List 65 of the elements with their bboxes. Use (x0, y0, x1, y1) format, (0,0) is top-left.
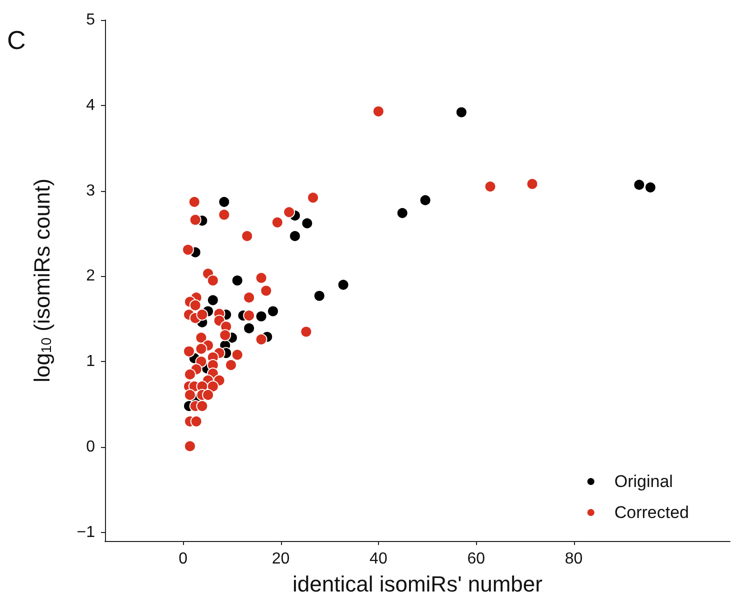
point (206, 380, 219, 392)
point (195, 342, 208, 355)
point (218, 208, 230, 221)
legend-label: Corrected (614, 503, 689, 522)
point (188, 196, 200, 208)
legend-label: Original (614, 472, 673, 491)
point (243, 292, 256, 304)
point (219, 329, 232, 342)
x-tick-label: 80 (564, 550, 583, 568)
y-tick-label: 2 (86, 268, 96, 285)
point (266, 305, 279, 318)
point (196, 400, 208, 412)
point (633, 178, 646, 191)
point (202, 388, 214, 401)
point (184, 440, 196, 452)
point (195, 332, 208, 344)
point (307, 192, 320, 204)
y-tick-label: 3 (86, 182, 96, 200)
point (313, 290, 326, 302)
y-tick-label: 5 (86, 12, 96, 28)
point (189, 214, 202, 226)
point (337, 278, 350, 291)
point (301, 217, 314, 230)
point (243, 310, 256, 322)
x-tick-label: 40 (370, 550, 388, 568)
point (189, 299, 202, 312)
point (224, 359, 237, 372)
point (255, 310, 268, 322)
point (255, 333, 268, 346)
point (241, 230, 254, 242)
y-tick-label: 4 (86, 96, 96, 114)
y-axis-title: log10 (isomiRs count) (30, 178, 54, 382)
x-tick-label: 20 (272, 550, 290, 568)
point (206, 274, 219, 286)
point (182, 244, 194, 256)
y-tick-label: −1 (76, 524, 96, 541)
point (206, 294, 219, 306)
x-axis-title: identical isomiRs' number (292, 572, 542, 596)
point (196, 308, 208, 321)
point (644, 181, 656, 194)
point (231, 348, 244, 361)
point (300, 326, 312, 338)
y-tick-label: 0 (86, 438, 96, 456)
point (231, 274, 244, 286)
point (184, 368, 196, 380)
point (184, 388, 196, 401)
point (255, 272, 268, 284)
point (288, 230, 301, 242)
point (526, 178, 538, 190)
point (260, 284, 272, 297)
point (484, 180, 496, 193)
point (283, 206, 296, 218)
y-tick-label: 1 (86, 353, 96, 370)
point (455, 106, 468, 118)
point (243, 322, 256, 334)
point (218, 196, 230, 208)
x-tick-label: 60 (467, 550, 486, 568)
point (419, 194, 432, 206)
point (190, 415, 202, 428)
point (271, 216, 284, 228)
point (182, 345, 195, 358)
chart-title: C (7, 25, 26, 55)
point (396, 207, 408, 220)
point (372, 105, 384, 118)
x-tick-label: 0 (178, 550, 188, 568)
